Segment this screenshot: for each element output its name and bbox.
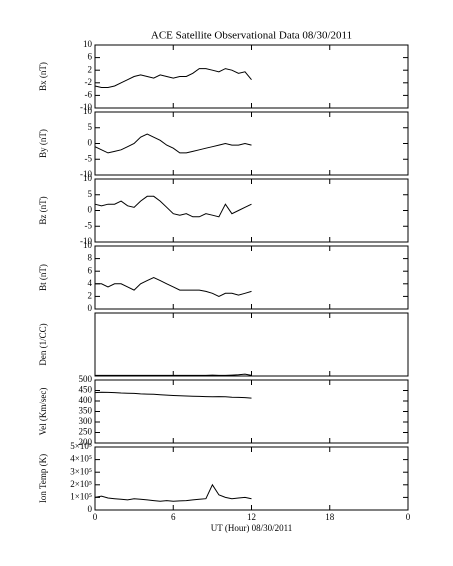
y-tick-label: 2 xyxy=(88,64,93,74)
y-tick-label: 450 xyxy=(79,385,93,395)
y-tick-label: 0 xyxy=(88,303,93,313)
panel-frame xyxy=(94,111,409,176)
x-tick-label: 6 xyxy=(171,512,176,522)
y-axis-label: Den (1/CC) xyxy=(38,323,48,365)
data-line xyxy=(95,373,252,376)
y-tick-label: 4 xyxy=(88,278,93,288)
data-line xyxy=(94,133,252,154)
y-tick-label: 6 xyxy=(88,265,93,275)
y-tick-label: 5×10⁵ xyxy=(70,441,92,451)
data-line xyxy=(94,483,252,502)
y-tick-label: 250 xyxy=(79,427,93,437)
y-tick-label: 350 xyxy=(79,406,93,416)
y-tick-label: 0 xyxy=(88,504,93,514)
x-axis-label: UT (Hour) 08/30/2011 xyxy=(211,523,293,533)
y-axis-label: Ion Temp (K) xyxy=(38,454,48,503)
y-tick-label: 400 xyxy=(79,395,93,405)
y-tick-label: -10 xyxy=(80,102,92,112)
chart-title: ACE Satellite Observational Data 08/30/2… xyxy=(151,30,352,42)
y-tick-label: 500 xyxy=(79,374,93,384)
y-tick-label: 5 xyxy=(88,122,93,132)
panel-frame xyxy=(94,379,409,444)
data-line xyxy=(94,68,252,88)
y-tick-label: 200 xyxy=(79,437,93,447)
y-tick-label: 3×10⁵ xyxy=(70,466,92,476)
y-tick-label: 1×10⁵ xyxy=(70,491,92,501)
data-line xyxy=(94,195,252,218)
y-tick-label: 10 xyxy=(83,240,93,250)
panel-frame xyxy=(94,312,409,377)
panel-frame xyxy=(94,446,409,511)
x-tick-label: 12 xyxy=(247,512,256,522)
y-tick-label: 2 xyxy=(88,290,93,300)
y-tick-label: 10 xyxy=(83,106,93,116)
y-tick-label: -6 xyxy=(85,89,93,99)
y-axis-label: Bt (nT) xyxy=(38,264,48,291)
y-axis-label: By (nT) xyxy=(38,129,48,158)
data-line xyxy=(95,276,252,297)
y-tick-label: -10 xyxy=(80,169,92,179)
panel-frame xyxy=(94,44,409,109)
y-tick-label: 8 xyxy=(88,253,93,263)
y-tick-label: -5 xyxy=(85,153,93,163)
y-tick-label: 4×10⁵ xyxy=(70,454,92,464)
y-axis-label: Bz (nT) xyxy=(38,196,48,224)
y-tick-label: 0 xyxy=(88,205,93,215)
x-tick-label: 0 xyxy=(406,512,411,522)
y-tick-label: 300 xyxy=(79,416,93,426)
x-tick-label: 0 xyxy=(93,512,98,522)
y-tick-label: -5 xyxy=(85,220,93,230)
y-tick-label: 10 xyxy=(83,173,93,183)
y-axis-label: Bx (nT) xyxy=(38,62,48,91)
panel-frame xyxy=(94,245,409,310)
data-line xyxy=(94,391,252,399)
y-tick-label: 6 xyxy=(88,52,93,62)
y-tick-label: 0 xyxy=(88,138,93,148)
x-tick-label: 18 xyxy=(325,512,335,522)
y-tick-label: -10 xyxy=(80,236,92,246)
y-axis-label: Vel (Km/sec) xyxy=(38,388,48,436)
y-tick-label: -2 xyxy=(85,77,93,87)
panel-frame xyxy=(94,178,409,243)
y-tick-label: 10 xyxy=(83,39,93,49)
y-tick-label: 5 xyxy=(88,189,93,199)
y-tick-label: 2×10⁵ xyxy=(70,479,92,489)
